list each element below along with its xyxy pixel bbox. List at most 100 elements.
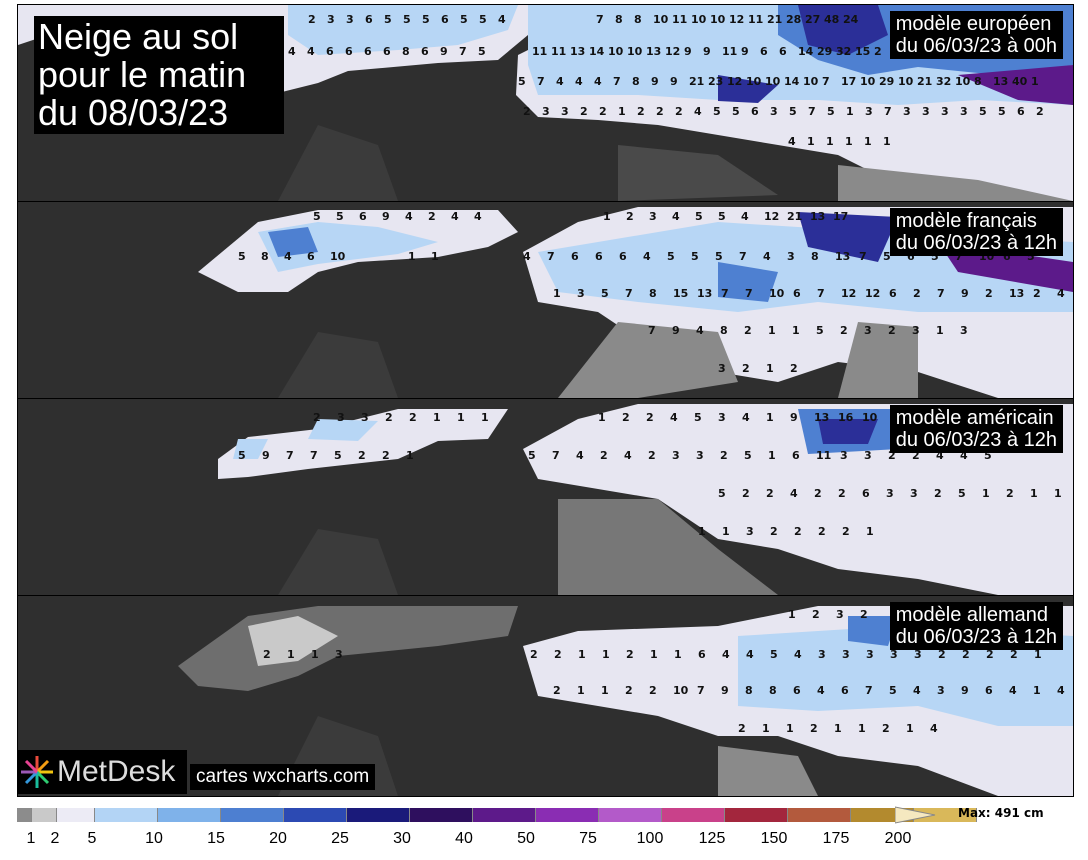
snow-depth-value: 21 [787, 210, 802, 223]
snow-depth-value: 4 [746, 648, 754, 661]
snow-depth-value: 2 [860, 608, 868, 621]
snow-depth-value: 5 [422, 13, 430, 26]
snow-depth-value: 10 [769, 287, 785, 300]
snow-depth-value: 3 [890, 648, 898, 661]
snow-depth-value: 2 [675, 105, 683, 118]
model-name: modèle français [895, 210, 1037, 232]
snow-depth-value: 2 [358, 449, 366, 462]
snow-depth-value: 3 [842, 648, 850, 661]
legend-swatch [599, 808, 662, 822]
snow-depth-value: 1 [766, 362, 774, 375]
snow-depth-value: 2 [840, 324, 848, 337]
snow-depth-value: 12 [729, 13, 744, 26]
snow-depth-value: 5 [478, 45, 486, 58]
legend-tick: 10 [145, 830, 163, 847]
snow-depth-value: 8 [720, 324, 728, 337]
snow-depth-value: 1 [433, 411, 441, 424]
snow-depth-value: 7 [817, 287, 825, 300]
snow-depth-value: 5 [715, 250, 723, 263]
snow-depth-value: 4 [307, 45, 315, 58]
snow-depth-value: 1 [834, 722, 842, 735]
snow-depth-value: 3 [335, 648, 343, 661]
snow-depth-value: 14 [784, 75, 800, 88]
snow-depth-value: 2 [626, 648, 634, 661]
snow-depth-value: 13 [814, 411, 829, 424]
snow-depth-value: 10 [955, 75, 971, 88]
snow-depth-value: 9 [961, 684, 969, 697]
snow-depth-value: 13 [993, 75, 1008, 88]
snow-depth-value: 1 [864, 135, 872, 148]
snow-depth-value: 13 [570, 45, 585, 58]
snow-depth-value: 13 [835, 250, 850, 263]
snow-depth-value: 6 [326, 45, 334, 58]
snow-depth-value: 4 [694, 105, 702, 118]
snow-depth-value: 3 [914, 648, 922, 661]
snow-depth-value: 6 [595, 250, 603, 263]
snow-depth-value: 6 [698, 648, 706, 661]
snow-depth-value: 6 [907, 250, 915, 263]
snow-depth-value: 4 [405, 210, 413, 223]
snow-depth-value: 15 [673, 287, 688, 300]
snow-depth-value: 2 [622, 411, 630, 424]
snow-depth-value: 1 [618, 105, 626, 118]
snow-depth-value: 5 [403, 13, 411, 26]
legend-swatch [536, 808, 599, 822]
snow-depth-value: 4 [930, 722, 938, 735]
snow-depth-value: 6 [421, 45, 429, 58]
snow-depth-value: 5 [694, 411, 702, 424]
snow-depth-value: 2 [986, 648, 994, 661]
snow-depth-value: 2 [1006, 487, 1014, 500]
map-credit: cartes wxcharts.com [190, 764, 376, 790]
snow-depth-value: 7 [884, 105, 892, 118]
snow-depth-value: 2 [626, 210, 634, 223]
snow-depth-value: 4 [794, 648, 802, 661]
snow-depth-value: 4 [763, 250, 771, 263]
snow-depth-value: 6 [383, 45, 391, 58]
snow-depth-value: 7 [697, 684, 705, 697]
snow-depth-value: 5 [601, 287, 609, 300]
snow-depth-value: 4 [284, 250, 292, 263]
legend-swatch [284, 808, 347, 822]
snow-depth-value: 8 [402, 45, 410, 58]
snow-depth-value: 3 [941, 105, 949, 118]
snow-depth-value: 9 [741, 45, 749, 58]
snow-depth-value: 3 [937, 684, 945, 697]
snow-depth-value: 6 [364, 45, 372, 58]
model-run: du 06/03/23 à 12h [895, 232, 1057, 254]
legend-swatch [914, 808, 977, 822]
snow-depth-value: 1 [1054, 487, 1062, 500]
model-run: du 06/03/23 à 12h [895, 626, 1057, 648]
snow-depth-value: 2 [600, 449, 608, 462]
snow-depth-value: 21 [767, 13, 782, 26]
legend-tick: 2 [50, 830, 60, 847]
snow-depth-value: 3 [746, 525, 754, 538]
snow-depth-value: 9 [790, 411, 798, 424]
title-line-1: Neige au sol [38, 16, 239, 57]
snow-depth-value: 10 [608, 45, 624, 58]
snow-depth-value: 7 [537, 75, 545, 88]
snow-depth-value: 4 [556, 75, 564, 88]
snow-depth-value: 1 [766, 411, 774, 424]
model-name: modèle allemand [895, 604, 1049, 626]
title-line-3: du 08/03/23 [38, 92, 229, 133]
snow-depth-value: 2 [938, 648, 946, 661]
snow-depth-value: 2 [790, 362, 798, 375]
snow-depth-value: 2 [720, 449, 728, 462]
snow-depth-value: 23 [708, 75, 723, 88]
legend-tick: 20 [269, 830, 287, 847]
snow-depth-value: 5 [789, 105, 797, 118]
snow-depth-value: 17 [841, 75, 856, 88]
snow-depth-value: 5 [667, 250, 675, 263]
snow-depth-value: 2 [646, 411, 654, 424]
snow-depth-value: 3 [649, 210, 657, 223]
snow-depth-value: 8 [261, 250, 269, 263]
snow-depth-value: 1 [768, 324, 776, 337]
legend-swatch [158, 808, 221, 822]
snow-depth-value: 14 [589, 45, 605, 58]
snow-depth-value: 13 [646, 45, 661, 58]
snow-depth-value: 7 [822, 75, 830, 88]
snow-depth-value: 1 [553, 287, 561, 300]
legend-tick: 175 [822, 830, 850, 847]
snow-depth-value: 7 [552, 449, 560, 462]
snow-depth-value: 2 [882, 722, 890, 735]
